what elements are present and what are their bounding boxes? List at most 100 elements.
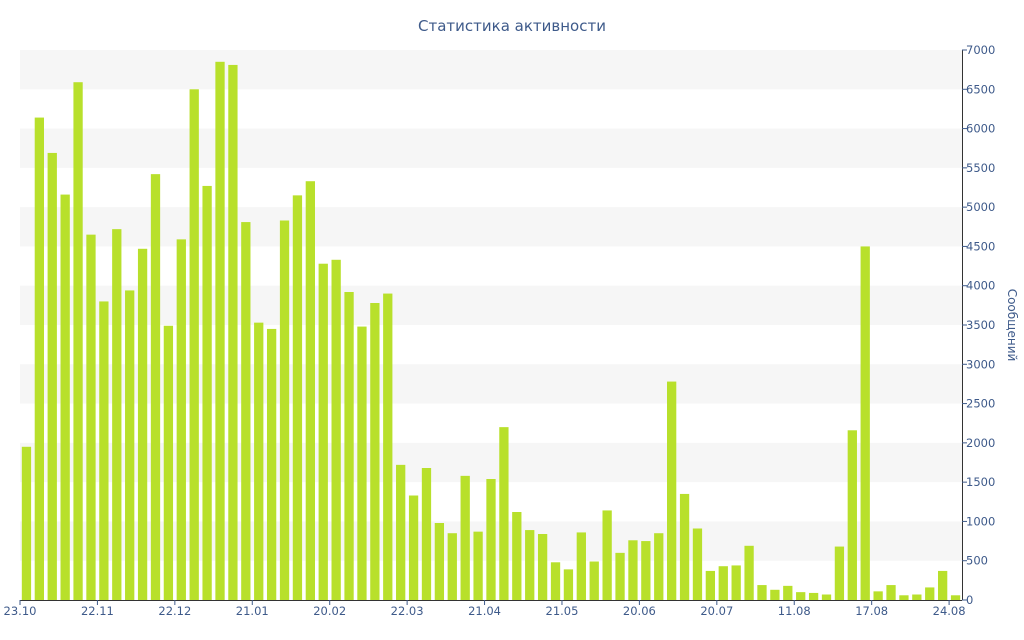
background-band [20,128,962,168]
y-axis: 0 500 1000 1500 2000 2500 3000 3500 4000 4500 5000… [962,43,995,607]
bar [215,61,225,601]
bar [783,585,793,600]
bar [486,479,496,600]
chart-title: Статистика активности [418,17,606,35]
bar [447,533,457,600]
x-tick-label: 17.08 [855,604,888,618]
bar [163,325,174,600]
bar [718,566,728,600]
y-tick-label: 6500 [966,82,995,96]
x-tick-label: 21.04 [468,604,501,618]
background-band [20,207,962,247]
bar [628,540,638,600]
bar [821,594,832,600]
bar [550,562,561,600]
bar [137,248,148,601]
bar [679,493,690,600]
bar [34,117,44,600]
bar [112,229,122,600]
bar [434,523,445,600]
bar [512,512,522,600]
bar [460,475,470,600]
bar [770,589,780,600]
bar [254,322,264,600]
bar [950,595,961,600]
x-tick-label: 22.12 [158,604,191,618]
y-tick-label: 2500 [966,397,995,411]
y-axis-label: Сообщений [1005,289,1019,362]
bar [150,174,161,600]
x-tick-label: 22.11 [81,604,114,618]
bar [834,546,845,600]
bar [305,181,315,600]
bar [73,82,83,600]
bar [847,430,857,600]
bar [292,195,303,601]
bar [563,569,574,600]
bar [266,328,277,600]
bar [589,561,599,600]
y-tick-label: 6000 [966,122,995,136]
bar [938,570,948,600]
x-tick-label: 21.01 [236,604,269,618]
bar [654,533,664,600]
y-tick-label: 0 [966,593,973,607]
x-tick-label: 21.05 [546,604,579,618]
bar [86,234,96,600]
bar [744,545,754,600]
bar [796,592,806,600]
y-tick-label: 500 [966,554,988,568]
bar-series [21,61,961,601]
bar [241,222,251,600]
bar [202,185,212,600]
background-band [20,442,962,483]
y-tick-label: 5000 [966,200,995,214]
bar [615,552,625,600]
bar [60,194,70,600]
bar [641,541,651,600]
bar [408,495,419,600]
bar [125,290,135,600]
y-tick-label: 3000 [966,357,995,371]
bar [860,246,870,600]
bar [279,220,290,600]
background-band [20,285,962,325]
y-tick-label: 7000 [966,43,995,57]
bar [705,570,716,600]
bar [757,585,767,600]
y-tick-label: 4000 [966,279,995,293]
bar [525,530,535,600]
bar [886,585,896,600]
bar [344,292,354,600]
bar [808,592,819,600]
bar [537,534,548,600]
bar [602,510,612,600]
x-tick-label: 23.10 [4,604,37,618]
bar [189,89,199,600]
bar [499,427,509,600]
bar [99,301,109,600]
bar [357,326,367,600]
y-tick-label: 1000 [966,514,995,528]
y-tick-label: 4500 [966,239,995,253]
bar [383,293,393,600]
bar [47,152,57,600]
y-tick-label: 3500 [966,318,995,332]
bar [396,464,406,600]
bar [925,587,935,600]
bar [731,565,741,600]
bar [912,594,922,600]
x-tick-label: 22.03 [391,604,424,618]
bar [473,531,483,600]
bar [331,259,341,600]
y-tick-label: 1500 [966,475,995,489]
bar [21,446,32,600]
bar [692,528,703,600]
bar [899,595,909,600]
background-band [20,50,962,90]
background-band [20,364,962,404]
bar [176,239,186,601]
bar [576,532,586,600]
